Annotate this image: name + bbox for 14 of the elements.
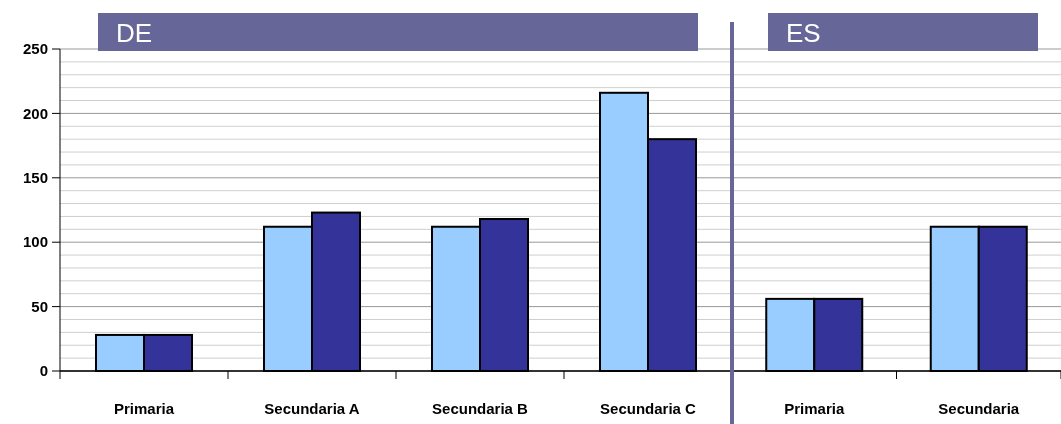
x-tick-label: Secundaria B [432, 400, 529, 417]
y-tick-label: 150 [22, 169, 48, 187]
y-tick-label: 250 [22, 40, 48, 58]
chart-title: DE [116, 18, 153, 48]
x-tick-label: Secundaria [938, 400, 1020, 417]
x-tick-label: Primaria [113, 400, 175, 417]
x-tick-label: Secundaria A [264, 400, 360, 417]
y-tick-label: 100 [22, 233, 48, 251]
y-tick-label: 50 [31, 297, 48, 315]
y-tick-label: 200 [22, 104, 48, 122]
x-tick-label: Secundaria C [600, 400, 697, 417]
y-tick-label: 0 [39, 362, 48, 380]
chart-title: ES [786, 18, 821, 48]
x-tick-label: Primaria [784, 400, 845, 417]
